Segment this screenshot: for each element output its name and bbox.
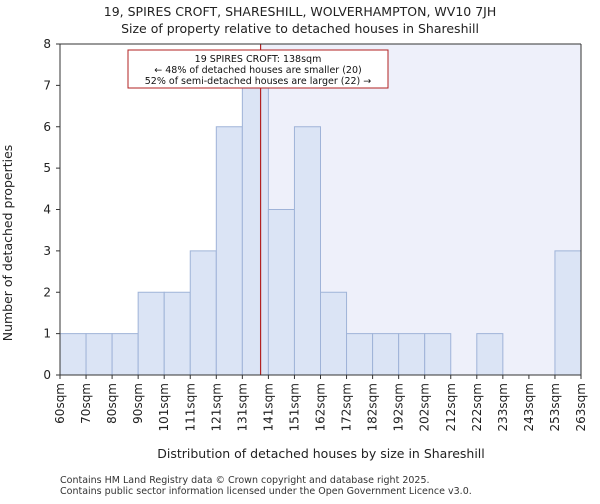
x-tick-label: 192sqm xyxy=(392,383,406,431)
bar-80sqm xyxy=(111,333,139,376)
annotation-line-3: 52% of semi-detached houses are larger (… xyxy=(145,76,372,87)
annotation-frame xyxy=(127,49,389,89)
y-ticks-layer: 0 1 2 3 4 5 6 7 8 xyxy=(43,37,60,382)
x-tick-label: 182sqm xyxy=(366,383,380,431)
x-tick-label: 243sqm xyxy=(522,383,536,431)
x-tick-label: 253sqm xyxy=(548,383,562,431)
bar-111sqm xyxy=(189,250,217,376)
bar-172sqm xyxy=(346,333,374,376)
x-axis-label: Distribution of detached houses by size … xyxy=(157,446,485,461)
annotation-line-1: 19 SPIRES CROFT: 138sqm xyxy=(195,54,322,65)
x-tick-label: 121sqm xyxy=(209,383,223,431)
bar-192sqm xyxy=(398,333,426,376)
x-tick-label: 70sqm xyxy=(79,383,93,424)
x-tick-label: 233sqm xyxy=(496,383,510,431)
x-tick-label: 222sqm xyxy=(470,383,484,431)
footer-line-1: Contains HM Land Registry data © Crown c… xyxy=(60,475,430,486)
x-tick-label: 80sqm xyxy=(105,383,119,424)
x-tick-label: 131sqm xyxy=(235,383,249,431)
x-tick-label: 101sqm xyxy=(157,383,171,431)
x-tick-label: 212sqm xyxy=(444,383,458,431)
bar-222sqm xyxy=(476,333,504,376)
bar-253sqm xyxy=(554,250,582,376)
bar-151sqm xyxy=(293,126,322,376)
bar-131sqm xyxy=(241,84,269,376)
footer-line-2: Contains public sector information licen… xyxy=(60,486,472,497)
bars-layer xyxy=(59,84,582,376)
y-tick-label: 4 xyxy=(43,203,51,217)
y-tick-label: 6 xyxy=(43,120,51,134)
x-tick-label: 141sqm xyxy=(261,383,275,431)
bar-60sqm xyxy=(59,333,87,376)
bar-121sqm xyxy=(215,126,243,376)
chart-subtitle: Size of property relative to detached ho… xyxy=(121,21,479,36)
x-tick-label: 60sqm xyxy=(53,383,67,424)
bar-182sqm xyxy=(372,333,400,376)
annotation-line-2: ← 48% of detached houses are smaller (20… xyxy=(154,65,361,76)
chart-title: 19, SPIRES CROFT, SHARESHILL, WOLVERHAMP… xyxy=(104,4,496,19)
x-tick-label: 90sqm xyxy=(131,383,145,424)
bar-162sqm xyxy=(320,291,348,376)
x-tick-label: 172sqm xyxy=(340,383,354,431)
y-tick-label: 5 xyxy=(43,161,51,175)
y-tick-label: 7 xyxy=(43,78,51,92)
bar-70sqm xyxy=(85,333,113,376)
y-tick-label: 1 xyxy=(43,327,51,341)
x-tick-label: 151sqm xyxy=(287,383,301,431)
x-tick-label: 263sqm xyxy=(574,383,588,431)
bar-101sqm xyxy=(163,291,191,376)
bar-90sqm xyxy=(137,291,165,376)
y-axis-label: Number of detached properties xyxy=(0,145,15,342)
y-tick-label: 8 xyxy=(43,37,51,51)
bar-141sqm xyxy=(267,209,295,376)
bar-202sqm xyxy=(424,333,452,376)
x-tick-label: 162sqm xyxy=(314,383,328,431)
y-tick-label: 2 xyxy=(43,285,51,299)
annotation-box: 19 SPIRES CROFT: 138sqm ← 48% of detache… xyxy=(127,49,389,89)
y-tick-label: 3 xyxy=(43,244,51,258)
x-tick-label: 111sqm xyxy=(183,383,197,431)
x-tick-label: 202sqm xyxy=(418,383,432,431)
y-tick-label: 0 xyxy=(43,368,51,382)
x-ticks-layer: 60sqm 70sqm 80sqm 90sqm 101sqm 111sqm 121sqm 13… xyxy=(53,375,588,431)
